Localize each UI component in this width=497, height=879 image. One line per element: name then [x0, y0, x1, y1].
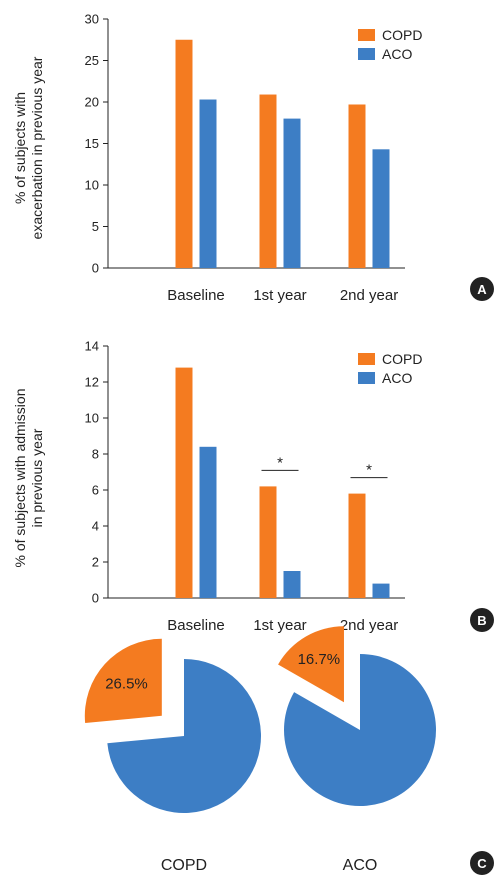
panel-b-category-label: Baseline	[167, 617, 225, 634]
panel-b-bar-copd-baseline	[175, 367, 193, 598]
panel-a-y-tick-label: 0	[92, 261, 99, 276]
panel-b-bar-aco-baseline	[199, 446, 217, 598]
pie-aco-name-label: ACO	[343, 857, 378, 874]
panel-b-legend-label-copd: COPD	[382, 351, 422, 367]
panel-b-legend: COPD ACO	[358, 351, 422, 386]
panel-a-bars	[175, 39, 390, 269]
panel-b-y-axis-title: % of subjects with admission in previous…	[12, 389, 45, 568]
pie-copd-highlight-slice	[84, 638, 162, 724]
panel-a-legend-swatch-copd	[358, 29, 375, 41]
panel-a-bar-aco-2nd-year	[372, 149, 390, 268]
panel-b-y-tick-label: 6	[92, 483, 99, 498]
pie-aco-remainder-slice	[284, 654, 437, 806]
panel-a-y-tick-label: 25	[85, 53, 99, 68]
panel-a-legend-label-aco: ACO	[382, 46, 412, 62]
panel-a-category-label: 1st year	[253, 287, 306, 304]
panel-b-y-tick-label: 14	[85, 339, 99, 354]
panel-b-y-tick-label: 12	[85, 375, 99, 390]
panel-b-y-tick-label: 2	[92, 555, 99, 570]
panel-a-y-tick-label: 10	[85, 178, 99, 193]
panel-b-legend-swatch-aco	[358, 372, 375, 384]
panel-b-bar-aco-2nd-year	[372, 583, 390, 598]
panel-a-y-tick-label: 15	[85, 136, 99, 151]
panel-a-bar-aco-1st-year	[283, 118, 301, 268]
panel-b-y-axis-title-line1: % of subjects with admission	[12, 389, 28, 568]
panel-a-legend: COPD ACO	[358, 27, 422, 62]
panel-c-badge-label: C	[477, 856, 487, 871]
pie-copd-name-label: COPD	[161, 857, 207, 874]
panel-b-x-axis: Baseline 1st year 2nd year	[167, 617, 398, 634]
panel-a-legend-swatch-aco	[358, 48, 375, 60]
panel-a-y-axis-title: % of subjects with exacerbation in previ…	[12, 56, 45, 239]
panel-a-y-tick-label: 30	[85, 12, 99, 27]
panel-a-category-label: 2nd year	[340, 287, 398, 304]
panel-b-y-tick-label: 10	[85, 411, 99, 426]
panel-a-y-axis-title-line2: exacerbation in previous year	[29, 56, 45, 239]
panel-b-bar-aco-1st-year	[283, 571, 301, 598]
panel-b-category-label: 2nd year	[340, 617, 398, 634]
panel-b-legend-label-aco: ACO	[382, 370, 412, 386]
panel-b-badge-label: B	[477, 613, 486, 628]
panel-a-bar-copd-baseline	[175, 39, 193, 268]
panel-b-category-label: 1st year	[253, 617, 306, 634]
panel-a-bar-chart: % of subjects with exacerbation in previ…	[12, 12, 494, 304]
panel-a-bar-aco-baseline	[199, 99, 217, 268]
panel-a-bar-copd-2nd-year	[348, 104, 366, 269]
panel-a-x-axis: Baseline 1st year 2nd year	[167, 287, 398, 304]
panel-b-y-tick-label: 4	[92, 519, 99, 534]
panel-b-badge: B	[470, 608, 494, 632]
panel-b-legend-swatch-copd	[358, 353, 375, 365]
panel-b-y-tick-label: 0	[92, 591, 99, 606]
panel-c-badge: C	[470, 851, 494, 875]
pie-copd-remainder-slice	[107, 659, 261, 813]
panel-c-pies: 26.5% COPD 16.7% ACO	[84, 626, 437, 874]
panel-a-badge-label: A	[477, 282, 487, 297]
panel-b-significance-marker: *	[277, 454, 283, 471]
pie-copd-highlight-label: 26.5%	[105, 676, 148, 693]
panel-b-annotations: * *	[261, 454, 388, 479]
panel-a-category-label: Baseline	[167, 287, 225, 304]
panel-a-y-axis: 0 5 10 15 20 25 30	[85, 12, 405, 276]
panel-b-badge-circle	[470, 608, 494, 632]
panel-b-y-tick-label: 8	[92, 447, 99, 462]
panel-c-pie-charts: 26.5% COPD 16.7% ACO C	[84, 626, 494, 875]
pie-aco-highlight-label: 16.7%	[298, 651, 341, 668]
panel-a-y-axis-title-line1: % of subjects with	[12, 92, 28, 204]
panel-b-bar-copd-2nd-year	[348, 493, 366, 598]
panel-a-badge: A	[470, 277, 494, 301]
panel-a-badge-circle	[470, 277, 494, 301]
pie-aco-highlight-slice	[278, 626, 344, 703]
panel-a-bar-copd-1st-year	[259, 94, 277, 268]
panel-b-bar-chart: % of subjects with admission in previous…	[12, 339, 494, 634]
panel-a-y-tick-label: 5	[92, 219, 99, 234]
panel-a-y-tick-label: 20	[85, 95, 99, 110]
panel-b-y-axis-title-line2: in previous year	[29, 428, 45, 527]
panel-b-bars	[175, 367, 390, 598]
panel-c-badge-circle	[470, 851, 494, 875]
panel-a-legend-label-copd: COPD	[382, 27, 422, 43]
panel-b-significance-marker: *	[366, 462, 372, 479]
panel-b-bar-copd-1st-year	[259, 486, 277, 598]
